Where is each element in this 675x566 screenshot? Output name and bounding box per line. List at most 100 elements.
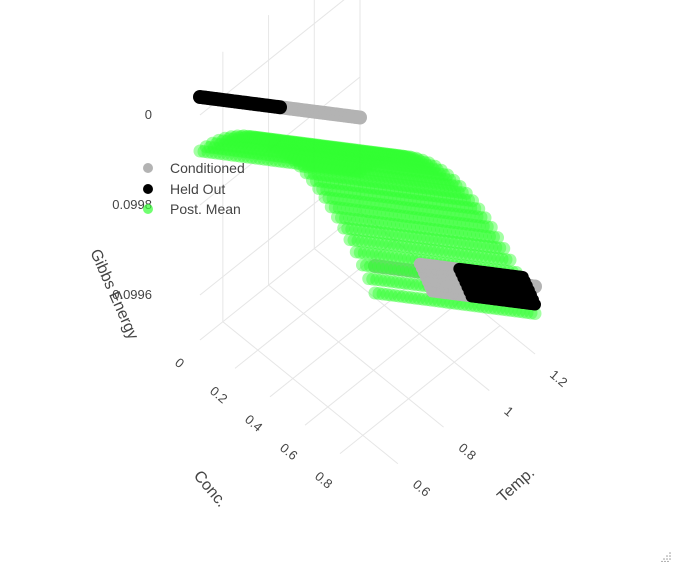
post-mean-point bbox=[267, 133, 281, 147]
post-mean-point bbox=[361, 168, 375, 182]
post-mean-point bbox=[220, 134, 234, 148]
legend-item-post-mean[interactable]: Post. Mean bbox=[143, 201, 241, 217]
legend-item-conditioned[interactable]: Conditioned bbox=[143, 160, 245, 176]
post-mean-point bbox=[407, 241, 421, 255]
post-mean-point bbox=[249, 130, 263, 144]
post-mean-point bbox=[261, 132, 275, 146]
post-mean-point bbox=[407, 220, 420, 234]
post-mean-point bbox=[467, 228, 480, 242]
post-mean-point bbox=[233, 149, 247, 163]
post-mean-point bbox=[384, 154, 398, 168]
post-mean-point bbox=[391, 178, 405, 192]
post-mean-point bbox=[262, 135, 276, 149]
post-mean-point bbox=[441, 168, 454, 182]
post-mean-point bbox=[403, 179, 417, 193]
post-mean-point bbox=[442, 206, 456, 220]
post-mean-point bbox=[278, 137, 292, 151]
post-mean-point bbox=[377, 147, 391, 161]
post-mean-point bbox=[312, 146, 326, 160]
post-mean-point bbox=[343, 158, 357, 172]
post-mean-point bbox=[409, 230, 423, 244]
post-mean-point bbox=[309, 151, 322, 165]
post-mean-point bbox=[352, 151, 366, 165]
post-mean-point bbox=[316, 142, 330, 156]
post-mean-point bbox=[348, 203, 362, 217]
post-mean-point bbox=[377, 147, 391, 161]
post-mean-point bbox=[478, 211, 492, 225]
post-mean-point bbox=[428, 159, 442, 173]
post-mean-point bbox=[343, 233, 357, 247]
post-mean-point bbox=[408, 152, 421, 166]
x-tick-label: 0 bbox=[172, 355, 187, 371]
post-mean-point bbox=[301, 137, 315, 151]
post-mean-point bbox=[334, 150, 348, 164]
post-mean-point bbox=[363, 214, 376, 228]
post-mean-point bbox=[241, 150, 255, 164]
post-mean-point bbox=[474, 210, 488, 224]
legend-item-held-out[interactable]: Held Out bbox=[143, 181, 225, 197]
post-mean-point bbox=[329, 141, 343, 155]
post-mean-point bbox=[287, 153, 301, 167]
post-mean-point bbox=[465, 237, 479, 251]
post-mean-point bbox=[322, 175, 335, 189]
post-mean-point bbox=[350, 155, 363, 169]
post-mean-point bbox=[384, 149, 397, 163]
post-mean-point bbox=[375, 216, 388, 230]
post-mean-point bbox=[443, 184, 457, 198]
post-mean-point bbox=[253, 131, 267, 145]
post-mean-point bbox=[405, 151, 419, 165]
post-mean-point bbox=[455, 186, 469, 200]
post-mean-point bbox=[372, 206, 386, 220]
post-mean-point bbox=[327, 156, 341, 170]
post-mean-point bbox=[357, 224, 371, 238]
post-mean-point bbox=[381, 170, 395, 184]
post-mean-point bbox=[370, 155, 384, 169]
post-mean-point bbox=[308, 141, 322, 155]
post-mean-point bbox=[319, 155, 333, 169]
post-mean-point bbox=[238, 140, 251, 154]
post-mean-point bbox=[282, 144, 296, 158]
grid-line bbox=[199, 76, 361, 206]
post-mean-point bbox=[423, 182, 437, 196]
post-mean-point bbox=[376, 190, 390, 204]
post-mean-point bbox=[431, 183, 445, 197]
post-mean-point bbox=[297, 160, 311, 174]
post-mean-point bbox=[433, 177, 447, 191]
post-mean-point bbox=[419, 242, 433, 256]
post-mean-point bbox=[421, 175, 435, 189]
post-mean-point bbox=[253, 152, 267, 166]
post-mean-point bbox=[472, 202, 486, 216]
resize-handle-icon[interactable] bbox=[661, 552, 671, 562]
post-mean-point bbox=[365, 225, 379, 239]
post-mean-point bbox=[381, 249, 395, 263]
post-mean-point bbox=[347, 212, 360, 226]
post-mean-point bbox=[299, 153, 313, 167]
post-mean-point bbox=[436, 197, 450, 211]
post-mean-point bbox=[356, 147, 370, 161]
post-mean-point bbox=[340, 202, 354, 216]
post-mean-point bbox=[322, 149, 336, 163]
post-mean-point bbox=[318, 144, 332, 158]
post-mean-point bbox=[293, 149, 306, 163]
y-axis-title: Temp. bbox=[494, 464, 538, 506]
post-mean-point bbox=[335, 170, 349, 184]
post-mean-point bbox=[284, 141, 298, 155]
post-mean-point bbox=[388, 208, 402, 222]
post-mean-point bbox=[290, 145, 304, 159]
post-mean-point bbox=[354, 153, 368, 167]
post-mean-point bbox=[387, 177, 401, 191]
post-mean-point bbox=[274, 138, 288, 152]
post-mean-point bbox=[346, 146, 360, 160]
post-mean-point bbox=[290, 147, 303, 161]
post-mean-point bbox=[450, 207, 464, 221]
post-mean-point bbox=[417, 175, 431, 189]
post-mean-point bbox=[397, 162, 410, 176]
post-mean-point bbox=[273, 154, 287, 168]
post-mean-point bbox=[379, 148, 392, 162]
post-mean-point bbox=[368, 147, 381, 161]
post-mean-point bbox=[275, 135, 288, 149]
post-mean-point bbox=[363, 146, 376, 160]
post-mean-point bbox=[250, 142, 263, 156]
post-mean-point bbox=[351, 159, 365, 173]
post-mean-point bbox=[355, 160, 369, 174]
